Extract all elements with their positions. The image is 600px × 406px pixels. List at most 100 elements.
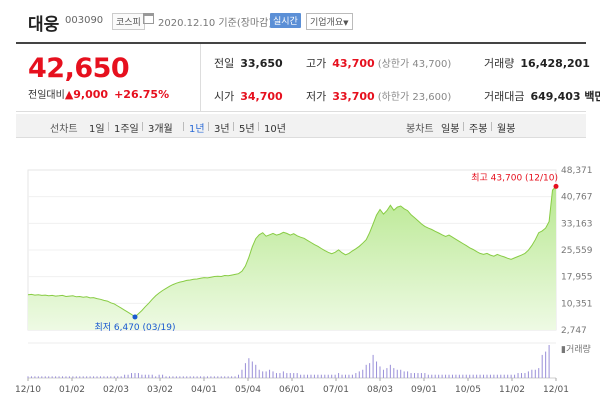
volume-bar: [496, 374, 498, 378]
volume-bar: [414, 373, 416, 378]
volume-bar: [379, 366, 381, 378]
stat-sub: (하한가 23,600): [377, 92, 452, 103]
stat-value: 43,700: [332, 57, 375, 70]
y-tick-label: 40,767: [561, 193, 593, 203]
volume-bar: [189, 376, 191, 378]
volume-bar: [162, 374, 164, 378]
volume-bar: [200, 376, 202, 378]
volume-bar: [307, 374, 309, 378]
chevron-down-icon: ▼: [343, 19, 349, 27]
volume-bar: [386, 368, 388, 378]
stock-header: 대웅 003090 코스피 2020.12.10 기준(장마감) 실시간 기업개…: [0, 0, 600, 42]
tab-5y[interactable]: 5년: [239, 124, 255, 135]
volume-bar: [286, 373, 288, 378]
divider: [258, 122, 259, 131]
tab-1d[interactable]: 1일: [89, 124, 105, 135]
stat-label: 전일: [214, 57, 235, 70]
volume-bar: [269, 369, 271, 378]
volume-bar: [72, 376, 74, 378]
volume-bar: [462, 374, 464, 378]
low-marker: [132, 314, 138, 320]
volume-bar: [55, 376, 57, 378]
tab-1y[interactable]: 1년: [189, 124, 205, 135]
volume-bar: [438, 374, 440, 378]
volume-bar: [275, 373, 277, 378]
volume-bar: [206, 376, 208, 378]
volume-bar: [300, 374, 302, 378]
volume-bar: [93, 376, 95, 378]
stat-value: 16,428,201: [520, 57, 590, 70]
volume-bar: [89, 376, 91, 378]
volume-bar: [182, 376, 184, 378]
volume-bar: [527, 371, 529, 378]
x-tick-label: 12/01: [543, 385, 569, 395]
company-info-label: 기업개요: [310, 18, 344, 28]
volume-bar: [86, 376, 88, 378]
tab-weekly-candle[interactable]: 주봉: [469, 124, 488, 135]
volume-bar: [62, 376, 64, 378]
price-summary: 42,650 전일대비▲9,000 +26.75% 전일 33,650 시가 34,7…: [16, 42, 600, 112]
line-chart-label: 선차트: [50, 124, 78, 135]
divider: [208, 122, 209, 131]
volume-bar: [531, 369, 533, 378]
volume-bar: [186, 376, 188, 378]
volume-bar: [144, 374, 146, 378]
volume-bar: [58, 376, 60, 378]
stat-value: 34,700: [240, 90, 283, 103]
volume-bar: [534, 369, 536, 378]
volume-bar: [407, 371, 409, 378]
volume-bar: [41, 376, 43, 378]
price-chart[interactable]: 48,371 40,767 33,163 25,559 17,955 10,351 2,74…: [0, 150, 600, 406]
y-tick-label: 10,351: [561, 299, 593, 309]
company-info-button[interactable]: 기업개요▼: [306, 13, 353, 30]
volume-bar: [503, 374, 505, 378]
volume-bar: [51, 376, 53, 378]
volume-bar: [30, 376, 32, 378]
volume-bar: [220, 376, 222, 378]
stat-value: 649,403 백만: [530, 90, 600, 103]
volume-bar: [34, 376, 36, 378]
tab-1w[interactable]: 1주일: [114, 124, 139, 135]
volume-bar: [445, 374, 447, 378]
tab-10y[interactable]: 10년: [264, 124, 286, 135]
volume-bar: [265, 371, 267, 378]
volume-bar: [279, 373, 281, 378]
change-rate: +26.75%: [114, 88, 170, 101]
volume-bar: [517, 373, 519, 378]
volume-bar: [248, 358, 250, 378]
tab-monthly-candle[interactable]: 월봉: [497, 124, 516, 135]
volume-bar: [334, 374, 336, 378]
realtime-button[interactable]: 실시간: [270, 13, 301, 28]
volume-bar: [424, 373, 426, 378]
base-date: 2020.12.10 기준(장마감): [158, 18, 273, 29]
y-axis-labels: 48,371 40,767 33,163 25,559 17,955 10,351 2,74…: [561, 166, 593, 336]
volume-bar: [365, 364, 367, 378]
volume-bar: [396, 369, 398, 378]
x-tick-label: 11/02: [499, 385, 525, 395]
candle-chart-label: 봉차트: [406, 124, 434, 135]
divider: [200, 44, 201, 112]
stat-prev-close: 전일 33,650: [214, 55, 283, 71]
tab-3m[interactable]: 3개월: [148, 124, 173, 135]
volume-bar: [483, 374, 485, 378]
stat-sub: (상한가 43,700): [377, 59, 452, 70]
volume-bar: [369, 363, 371, 378]
volume-bar: [486, 374, 488, 378]
volume-bar: [469, 374, 471, 378]
volume-bar: [510, 374, 512, 378]
volume-bar: [472, 374, 474, 378]
volume-bar: [362, 369, 364, 378]
volume-bar: [68, 376, 70, 378]
volume-bar: [372, 354, 374, 378]
tab-3y[interactable]: 3년: [214, 124, 230, 135]
stat-label: 거래량: [484, 57, 515, 70]
tab-daily-candle[interactable]: 일봉: [441, 124, 460, 135]
stat-value: 33,650: [240, 57, 283, 70]
x-tick-label: 10/05: [455, 385, 481, 395]
volume-bar: [37, 376, 39, 378]
volume-bar: [175, 376, 177, 378]
volume-bar: [420, 373, 422, 378]
volume-bar: [382, 369, 384, 378]
volume-bar: [262, 371, 264, 378]
up-arrow-icon: ▲: [64, 88, 74, 101]
